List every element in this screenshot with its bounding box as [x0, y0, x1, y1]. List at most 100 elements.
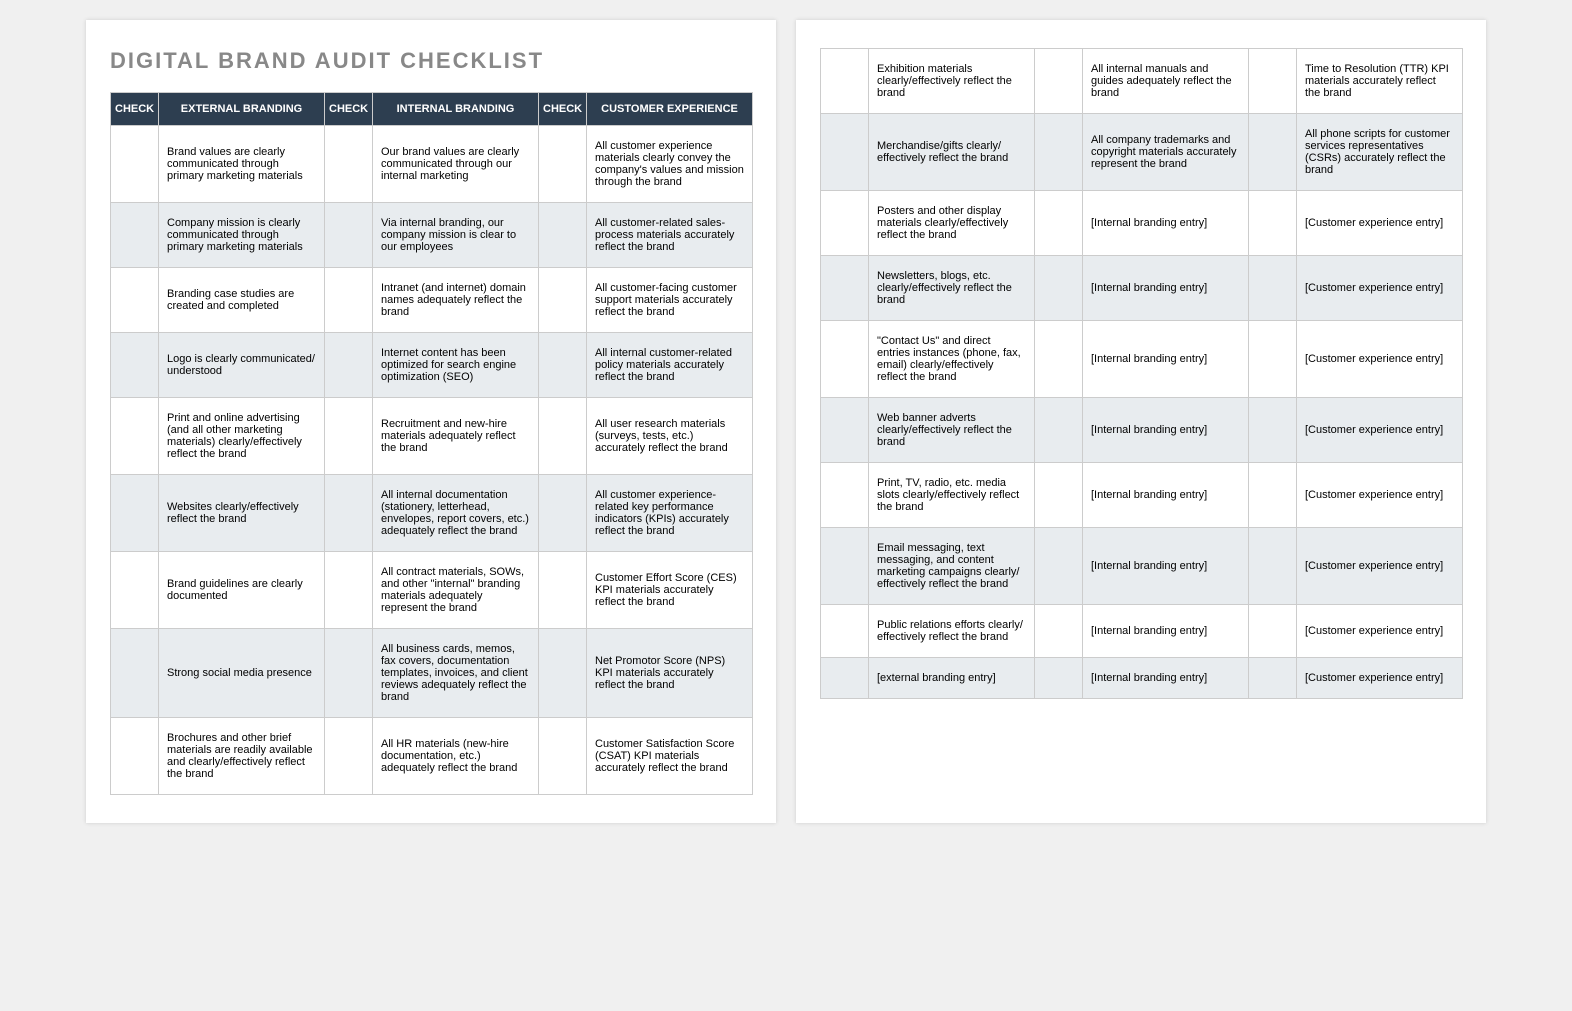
table-row: Logo is clearly communicated/ understood… [111, 333, 753, 398]
check-cell[interactable] [1249, 528, 1297, 605]
table-row: Merchandise/gifts clearly/ effectively r… [821, 114, 1463, 191]
check-cell[interactable] [1035, 398, 1083, 463]
check-cell[interactable] [1035, 528, 1083, 605]
check-cell[interactable] [821, 49, 869, 114]
check-cell[interactable] [539, 268, 587, 333]
table-header: CHECK EXTERNAL BRANDING CHECK INTERNAL B… [111, 93, 753, 126]
customer-experience-cell: Customer Satisfaction Score (CSAT) KPI m… [587, 718, 753, 795]
check-cell[interactable] [1249, 114, 1297, 191]
check-cell[interactable] [325, 126, 373, 203]
check-cell[interactable] [821, 528, 869, 605]
check-cell[interactable] [1035, 49, 1083, 114]
check-cell[interactable] [1035, 658, 1083, 699]
external-branding-cell: Public relations efforts clearly/ effect… [869, 605, 1035, 658]
check-cell[interactable] [821, 658, 869, 699]
checklist-table-1: CHECK EXTERNAL BRANDING CHECK INTERNAL B… [110, 92, 753, 795]
check-cell[interactable] [111, 333, 159, 398]
customer-experience-cell: All customer experience materials clearl… [587, 126, 753, 203]
check-cell[interactable] [1249, 49, 1297, 114]
check-cell[interactable] [325, 475, 373, 552]
customer-experience-cell: Time to Resolution (TTR) KPI materials a… [1297, 49, 1463, 114]
page-1: DIGITAL BRAND AUDIT CHECKLIST CHECK EXTE… [86, 20, 776, 823]
check-cell[interactable] [821, 463, 869, 528]
external-branding-cell: Brand guidelines are clearly documented [159, 552, 325, 629]
check-cell[interactable] [325, 398, 373, 475]
internal-branding-cell: All internal documentation (stationery, … [373, 475, 539, 552]
internal-branding-cell: Our brand values are clearly communicate… [373, 126, 539, 203]
external-branding-cell: Company mission is clearly communicated … [159, 203, 325, 268]
table-row: Company mission is clearly communicated … [111, 203, 753, 268]
customer-experience-cell: All internal customer-related policy mat… [587, 333, 753, 398]
customer-experience-cell: Net Promotor Score (NPS) KPI materials a… [587, 629, 753, 718]
check-cell[interactable] [325, 268, 373, 333]
external-branding-cell: Brochures and other brief materials are … [159, 718, 325, 795]
check-cell[interactable] [111, 718, 159, 795]
internal-branding-cell: [Internal branding entry] [1083, 398, 1249, 463]
check-cell[interactable] [539, 203, 587, 268]
check-cell[interactable] [821, 114, 869, 191]
table-row: Newsletters, blogs, etc. clearly/effecti… [821, 256, 1463, 321]
check-cell[interactable] [1035, 605, 1083, 658]
customer-experience-cell: [Customer experience entry] [1297, 191, 1463, 256]
internal-branding-cell: [Internal branding entry] [1083, 605, 1249, 658]
check-cell[interactable] [1249, 398, 1297, 463]
check-cell[interactable] [821, 191, 869, 256]
check-cell[interactable] [111, 398, 159, 475]
internal-branding-cell: Via internal branding, our company missi… [373, 203, 539, 268]
internal-branding-cell: Internet content has been optimized for … [373, 333, 539, 398]
internal-branding-cell: [Internal branding entry] [1083, 321, 1249, 398]
table-row: Websites clearly/effectively reflect the… [111, 475, 753, 552]
external-branding-cell: Newsletters, blogs, etc. clearly/effecti… [869, 256, 1035, 321]
check-cell[interactable] [325, 629, 373, 718]
check-cell[interactable] [1035, 114, 1083, 191]
header-internal: INTERNAL BRANDING [373, 93, 539, 126]
check-cell[interactable] [821, 321, 869, 398]
check-cell[interactable] [821, 605, 869, 658]
external-branding-cell: Strong social media presence [159, 629, 325, 718]
customer-experience-cell: [Customer experience entry] [1297, 398, 1463, 463]
check-cell[interactable] [1249, 256, 1297, 321]
check-cell[interactable] [539, 718, 587, 795]
check-cell[interactable] [325, 203, 373, 268]
external-branding-cell: Print and online advertising (and all ot… [159, 398, 325, 475]
header-check-1: CHECK [111, 93, 159, 126]
check-cell[interactable] [325, 718, 373, 795]
external-branding-cell: Branding case studies are created and co… [159, 268, 325, 333]
table-row: Branding case studies are created and co… [111, 268, 753, 333]
check-cell[interactable] [111, 203, 159, 268]
page-title: DIGITAL BRAND AUDIT CHECKLIST [110, 48, 752, 74]
check-cell[interactable] [539, 333, 587, 398]
check-cell[interactable] [111, 629, 159, 718]
header-external: EXTERNAL BRANDING [159, 93, 325, 126]
check-cell[interactable] [539, 126, 587, 203]
check-cell[interactable] [539, 552, 587, 629]
check-cell[interactable] [821, 256, 869, 321]
table-row: Print, TV, radio, etc. media slots clear… [821, 463, 1463, 528]
customer-experience-cell: [Customer experience entry] [1297, 463, 1463, 528]
check-cell[interactable] [1249, 321, 1297, 398]
check-cell[interactable] [1035, 463, 1083, 528]
check-cell[interactable] [1035, 191, 1083, 256]
check-cell[interactable] [325, 552, 373, 629]
check-cell[interactable] [1249, 605, 1297, 658]
check-cell[interactable] [539, 629, 587, 718]
check-cell[interactable] [821, 398, 869, 463]
check-cell[interactable] [1035, 256, 1083, 321]
check-cell[interactable] [111, 552, 159, 629]
customer-experience-cell: [Customer experience entry] [1297, 321, 1463, 398]
check-cell[interactable] [1249, 191, 1297, 256]
check-cell[interactable] [539, 398, 587, 475]
external-branding-cell: Print, TV, radio, etc. media slots clear… [869, 463, 1035, 528]
external-branding-cell: Exhibition materials clearly/effectively… [869, 49, 1035, 114]
check-cell[interactable] [325, 333, 373, 398]
check-cell[interactable] [1249, 658, 1297, 699]
check-cell[interactable] [1249, 463, 1297, 528]
check-cell[interactable] [111, 475, 159, 552]
table-row: "Contact Us" and direct entries instance… [821, 321, 1463, 398]
check-cell[interactable] [111, 268, 159, 333]
check-cell[interactable] [111, 126, 159, 203]
check-cell[interactable] [1035, 321, 1083, 398]
table-row: Exhibition materials clearly/effectively… [821, 49, 1463, 114]
external-branding-cell: Logo is clearly communicated/ understood [159, 333, 325, 398]
check-cell[interactable] [539, 475, 587, 552]
